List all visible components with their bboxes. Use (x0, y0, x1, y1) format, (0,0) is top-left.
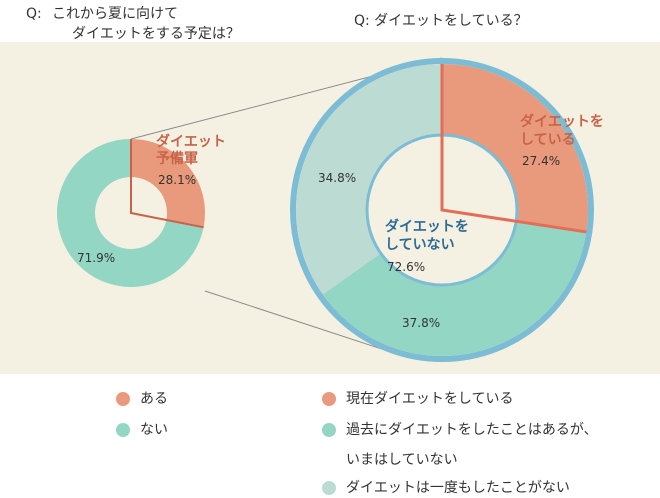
legend-label: ダイエットは一度もしたことがない (346, 480, 570, 496)
large-slice-dieted-before-value: 37.8% (402, 316, 440, 330)
legend-label-line-2: いまはしていない (346, 452, 458, 468)
small-slice-yes-label-line-1: ダイエット (156, 133, 226, 150)
small-donut-chart (57, 139, 205, 287)
legend-label: ある (140, 391, 168, 407)
small-donut-slice-no (57, 139, 204, 287)
small-donut-slice-yes (131, 139, 205, 228)
large-donut-outer-ring (290, 58, 594, 362)
legend-label: 過去にダイエットをしたことはあるが、 (346, 422, 598, 438)
question-1-line-2: ダイエットをする予定は？ (72, 26, 240, 42)
legend-color-swatch (322, 423, 336, 437)
large-slice-dieting-now-label-line-2: している (520, 132, 576, 148)
large-slice-dieting-now-label-line-1: ダイエットを (520, 113, 604, 130)
small-slice-yes-value: 28.1% (158, 173, 196, 187)
large-donut-highlight-outline (440, 64, 587, 234)
large-donut-slice-dieting-now (442, 64, 588, 232)
connector-line-bottom (204, 290, 401, 356)
question-2: Q: ダイエットをしている？ (354, 13, 528, 29)
legend-label: ない (140, 422, 168, 438)
center-label-line-2: していない (385, 237, 455, 253)
question-1-prefix: Q: (26, 6, 42, 22)
center-value: 72.6% (387, 260, 425, 274)
large-slice-dieting-now-value: 27.4% (522, 154, 560, 168)
legend-color-swatch (322, 392, 336, 406)
small-slice-no-value: 71.9% (77, 251, 115, 265)
center-label-line-1: ダイエットを (385, 218, 469, 235)
large-donut-slice-dieted-before (322, 221, 587, 356)
question-1-line-1: これから夏に向けて (52, 6, 178, 22)
legend-color-swatch (116, 423, 130, 437)
legend-label: 現在ダイエットをしている (346, 391, 514, 407)
large-donut-chart (290, 58, 594, 362)
large-donut-slice-never-dieted (296, 64, 442, 295)
small-slice-yes-label-line-2: 予備軍 (156, 150, 198, 167)
chart-labels: ダイエット予備軍28.1%71.9%ダイエットをしている27.4%37.8%34… (77, 113, 604, 330)
legend-color-swatch (322, 481, 336, 495)
large-slice-never-dieted-value: 34.8% (318, 171, 356, 185)
legend-color-swatch (116, 392, 130, 406)
small-donut-highlight-outline (130, 139, 204, 229)
